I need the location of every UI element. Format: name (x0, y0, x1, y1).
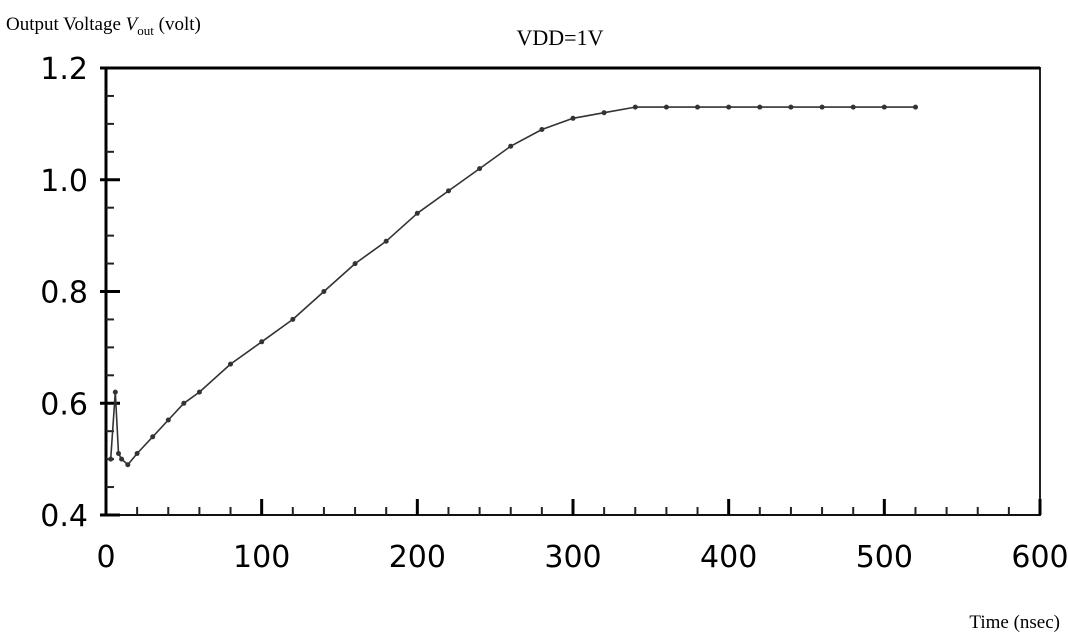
y-tick-labels: 0.4 0.6 0.8 1.0 1.2 (40, 52, 88, 534)
data-point (477, 166, 483, 172)
data-point (819, 104, 825, 110)
data-point (321, 289, 327, 294)
data-point (165, 417, 171, 423)
data-point (119, 456, 125, 462)
y-axis-label-suffix: (volt) (154, 14, 201, 35)
data-point (414, 210, 420, 216)
data-point (570, 115, 576, 121)
x-tick-label: 0 (96, 540, 115, 575)
chart-title: VDD=1V (517, 25, 604, 50)
y-axis-label: Output Voltage Vout (volt) (6, 14, 201, 38)
data-point (446, 188, 451, 194)
data-point (695, 104, 700, 110)
x-tick-labels: 0 100 200 300 400 500 600 (96, 540, 1068, 575)
y-axis-label-prefix: Output Voltage (6, 14, 126, 35)
data-point (290, 316, 296, 322)
data-point (125, 462, 131, 468)
data-point (150, 434, 156, 440)
data-point (757, 104, 763, 110)
y-tick-label: 1.2 (40, 52, 88, 87)
series-group (108, 104, 918, 468)
data-point (108, 456, 114, 462)
x-tick-label: 100 (233, 540, 290, 575)
data-point (228, 361, 233, 367)
data-point (508, 143, 514, 149)
data-point (632, 104, 638, 110)
data-point (539, 127, 545, 132)
data-point (913, 104, 918, 110)
plot-frame (105, 67, 1041, 516)
y-tick-label: 0.4 (40, 499, 88, 534)
x-tick-label: 400 (700, 540, 757, 575)
x-axis-label: Time (nsec) (969, 612, 1060, 633)
data-point (259, 339, 265, 345)
y-axis-label-subscript: out (137, 23, 154, 38)
data-point (383, 238, 389, 244)
data-point (116, 451, 121, 456)
data-point (352, 261, 358, 267)
data-point (788, 104, 794, 110)
data-point (850, 104, 856, 110)
data-point (181, 400, 187, 406)
x-tick-label: 200 (389, 540, 446, 575)
data-point (726, 104, 732, 110)
data-point (134, 451, 140, 456)
x-tick-label: 300 (544, 540, 601, 575)
y-tick-label: 0.8 (40, 276, 88, 311)
tick-marks (100, 66, 1042, 517)
data-point (601, 110, 607, 116)
data-point (881, 104, 887, 110)
data-point (196, 389, 202, 395)
x-tick-label: 500 (856, 540, 913, 575)
data-point (112, 389, 118, 395)
data-point (663, 104, 669, 110)
series-line (109, 106, 916, 466)
x-tick-label: 600 (1011, 540, 1068, 575)
y-tick-label: 1.0 (40, 164, 88, 199)
y-axis-label-symbol: V (126, 14, 140, 35)
y-tick-label: 0.6 (40, 387, 88, 422)
